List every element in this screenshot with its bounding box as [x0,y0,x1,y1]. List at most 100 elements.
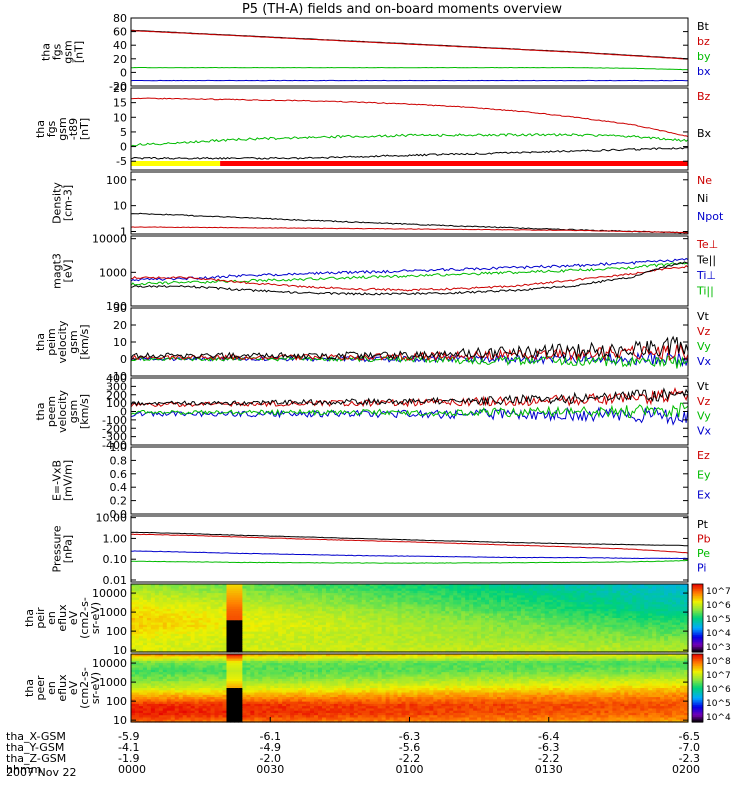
panel-frame [130,17,689,87]
panel-temperature: 10000 1000 100 magt3[eV] Te⊥ Te|| Ti⊥ Ti|| [51,233,719,313]
colorbar-tick-label: 10^6 [706,601,731,611]
series-line-Pi [130,550,689,560]
y-axis-label: magt3[eV] [51,253,75,289]
series-line-bz [130,30,688,60]
y-tick-label: 0.0 [110,508,128,521]
colorbar-tick-label: 10^7 [706,671,731,681]
series-line-Vt [130,387,689,407]
colorbar-tick-label: 10^5 [706,615,731,625]
x-axis-value: 0130 [535,763,563,776]
y-tick-label: 60 [113,26,127,39]
y-axis-label: thafgsgsm-t89[nT] [34,117,91,140]
x-axis-value: -5.9 [118,730,139,743]
legend-label-Vz: Vz [697,395,711,408]
y-tick-label: 1000 [99,266,127,279]
series-line-Ne [130,226,689,234]
x-axis-row-label: tha_Y-GSM [6,741,64,754]
x-axis-value: -6.3 [399,730,420,743]
legend-label-Te⊥: Te⊥ [696,238,718,251]
y-tick-label: 0.01 [103,574,128,587]
series-line-Vy [130,402,689,419]
series-line-Pt [130,531,688,547]
date-label: 2007 Nov 22 [6,766,76,779]
panels-group: 806040200-20thafgsgsm[nT]Btbzbybx2015105… [23,12,731,727]
y-tick-label: -200 [102,422,127,435]
panel-frame [130,87,689,171]
legend-label-bx: bx [697,65,711,78]
y-tick-label: 0.8 [110,454,128,467]
y-tick-label: -300 [102,431,127,444]
y-tick-label: 10 [113,200,127,213]
series-line-Pb [130,533,689,554]
panel-peer: 10^8 10^7 10^6 10^5 10^4 10000 1000 100 10 thapee… [23,653,731,727]
quality-flag-bar [131,161,221,166]
figure-title: P5 (TH-A) fields and on-board moments ov… [242,2,562,17]
y-tick-label: 100 [106,300,127,313]
y-tick-label: 400 [106,372,127,385]
panel-density: 100 10 1 Density[cm-3] Ne Ni Npot [51,171,724,238]
panel-efield: 1.00.80.60.40.20.0 E=-VxB[mV/m] Ez Ey Ex [51,441,711,521]
x-axis-value: -7.0 [679,741,700,754]
y-tick-label: -400 [102,439,127,452]
legend-label-Ez: Ez [697,449,710,462]
legend-label-Te||: Te|| [696,254,716,267]
y-axis-label: E=-VxB[mV/m] [51,460,75,501]
y-tick-label: 1000 [99,606,127,619]
y-tick-label: 15 [113,97,127,110]
series-line-Ti|| [130,262,689,286]
legend-label-Ti||: Ti|| [696,285,714,298]
legend-label-Vt: Vt [697,310,710,323]
x-axis-value: 0000 [118,763,146,776]
y-tick-label: 10 [113,111,127,124]
y-tick-label: 10 [113,644,127,657]
y-tick-label: 10000 [92,657,127,670]
panel-frame [130,377,689,446]
legend-label-Pt: Pt [697,518,709,531]
panel-frame [130,171,689,235]
y-axis-label: Density[cm-3] [51,182,75,224]
panel-peim: 3020100-10thapeimvelocitygsm[km/s]VtVzVy… [34,302,712,383]
series-line-By [130,133,689,147]
panel-frame [130,446,689,515]
y-axis-label: thapeimvelocitygsm[km/s] [34,320,91,363]
y-tick-label: 10.00 [96,512,128,525]
legend-label-Vx: Vx [697,355,712,368]
y-axis-label: thapeemvelocitygsm[km/s] [34,390,91,433]
y-tick-label: -100 [102,414,127,427]
legend-label-Ne: Ne [697,174,712,187]
colorbar-tick-label: 10^8 [706,657,731,667]
legend-label-Vx: Vx [697,424,712,437]
legend-label-Bz: Bz [697,90,711,103]
y-tick-label: 0 [120,353,127,366]
y-tick-label: 20 [113,319,127,332]
x-axis-value: -1.9 [118,752,139,765]
y-tick-label: 40 [113,39,127,52]
legend-label-Ey: Ey [697,469,711,482]
y-tick-label: 100 [106,625,127,638]
y-tick-label: 20 [113,82,127,95]
x-axis-value: -4.1 [118,741,139,754]
y-tick-label: 200 [106,389,127,402]
y-tick-label: 1 [120,225,127,238]
series-line-Vt [130,335,689,361]
y-tick-label: 0.4 [110,481,128,494]
panel-peir: 10^7 10^6 10^5 10^4 10^3 10000 1000 100 10 thapei… [23,583,731,657]
x-axis-value: -2.0 [260,752,281,765]
series-line-Vz [130,387,689,408]
y-tick-label: 5 [120,126,127,139]
colorbar-tick-label: 10^4 [706,629,731,639]
x-axis-value: -6.5 [679,730,700,743]
y-tick-label: 10000 [92,233,127,246]
legend-label-Pi: Pi [697,562,706,575]
y-tick-label: -20 [109,80,127,93]
legend-label-Vy: Vy [697,410,711,423]
y-tick-label: -5 [116,155,127,168]
x-axis-value: 0200 [672,763,700,776]
colorbar-tick-label: 10^6 [706,685,731,695]
x-axis-row-label: tha_Z-GSM [6,752,66,765]
colorbar-tick-label: 10^4 [706,713,731,723]
